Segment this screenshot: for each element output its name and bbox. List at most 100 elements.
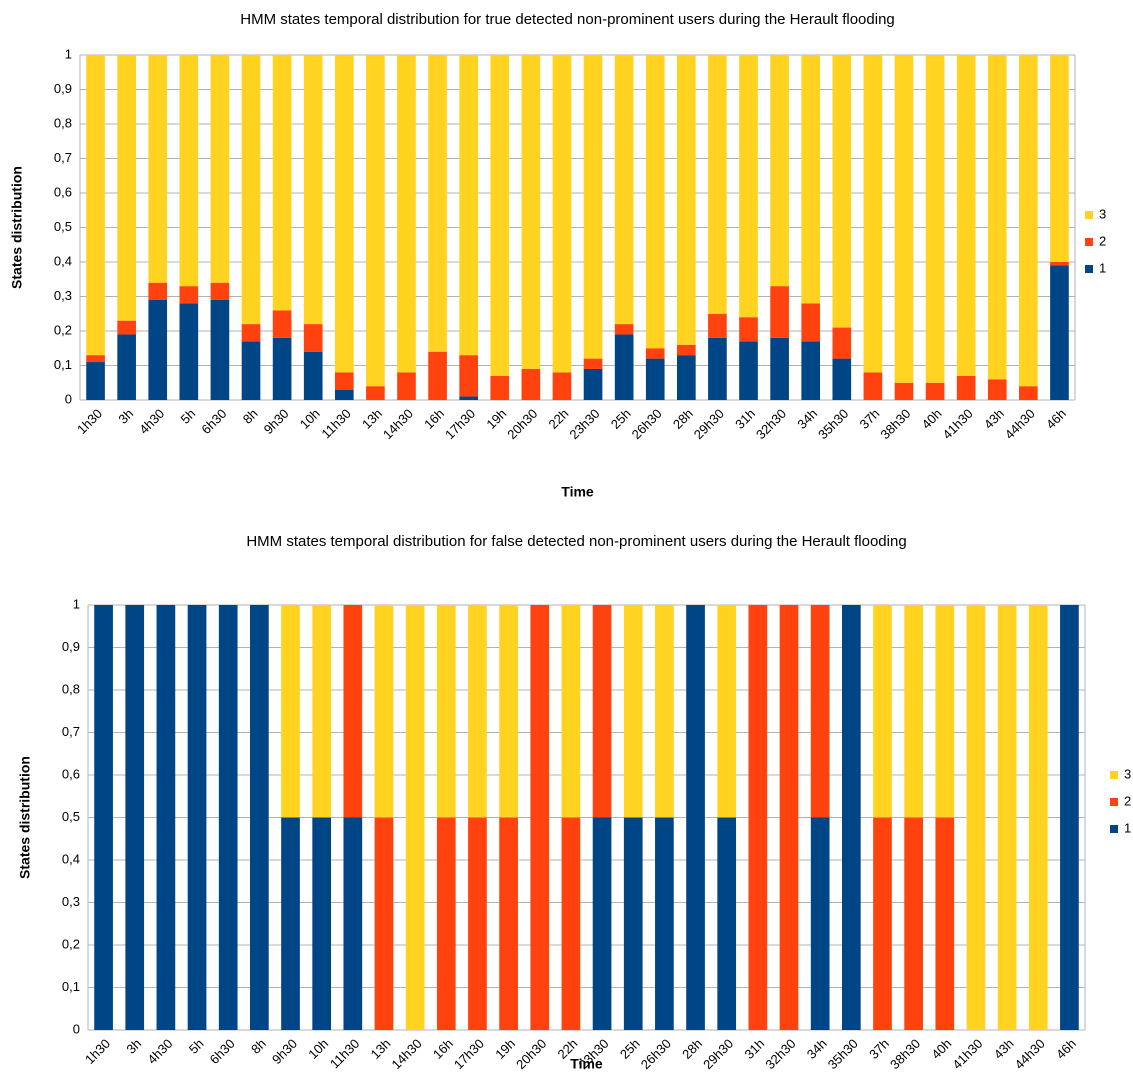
bar-segment <box>770 55 789 287</box>
bar-segment <box>397 372 416 400</box>
y-tick-label: 0,4 <box>54 253 72 268</box>
legend-swatch <box>1085 238 1093 246</box>
x-tick-label: 5h <box>178 406 199 427</box>
bar-segment <box>490 55 510 376</box>
bar-segment <box>94 605 113 1030</box>
x-tick-label: 40h <box>928 1036 954 1062</box>
y-tick-label: 0,5 <box>54 219 72 234</box>
bar-segment <box>770 337 789 400</box>
bar-segment <box>312 605 332 818</box>
bar-segment <box>987 379 1007 400</box>
y-tick-label: 0 <box>73 1021 80 1036</box>
bar-segment <box>677 344 696 356</box>
x-tick-label: 25h <box>608 406 634 432</box>
y-tick-label: 0,3 <box>62 894 80 909</box>
bar-segment <box>148 299 168 400</box>
legend-swatch <box>1085 265 1093 273</box>
bar-segment <box>987 55 1007 380</box>
x-tick-label: 13h <box>368 1036 394 1062</box>
bar-segment <box>614 324 634 335</box>
bar-segment <box>117 55 136 321</box>
bar-segment <box>374 817 394 1030</box>
y-tick-label: 0,7 <box>62 724 80 739</box>
x-tick-label: 11h30 <box>327 1036 362 1071</box>
bar-segment <box>499 605 518 818</box>
bar-segment <box>623 605 643 818</box>
bar-segment <box>894 382 914 400</box>
x-tick-label: 44h30 <box>1012 1036 1048 1072</box>
bar-segment <box>677 355 696 400</box>
chart: HMM states temporal distribution for fal… <box>17 533 1132 1072</box>
x-tick-label: 16h <box>421 406 447 432</box>
bar-segment <box>717 605 737 818</box>
bar-segment <box>117 334 136 400</box>
bar-segment <box>708 337 727 400</box>
x-tick-label: 29h30 <box>691 406 727 442</box>
bar-segment <box>303 55 323 325</box>
bar-segment <box>468 817 487 1030</box>
bar-segment <box>561 605 581 818</box>
bar-segment <box>210 299 230 400</box>
bar-segment <box>770 286 789 338</box>
x-tick-label: 28h <box>679 1036 705 1062</box>
bar-segment <box>583 368 603 400</box>
y-tick-label: 1 <box>73 596 80 611</box>
x-tick-label: 46h <box>1053 1036 1079 1062</box>
bar-segment <box>708 55 727 314</box>
bar-segment <box>1060 605 1079 1030</box>
x-tick-label: 20h30 <box>513 1036 549 1072</box>
x-tick-label: 13h <box>359 406 385 432</box>
bar-segment <box>552 372 572 400</box>
bar-segment <box>374 605 394 818</box>
x-axis-title: Time <box>561 484 594 500</box>
bar-segment <box>156 605 176 1030</box>
bar-segment <box>717 817 737 1030</box>
x-tick-label: 35h30 <box>825 1036 861 1072</box>
bar-segment <box>810 817 830 1030</box>
legend-label: 2 <box>1099 233 1106 248</box>
legend-swatch <box>1085 211 1093 219</box>
x-tick-label: 29h30 <box>700 1036 736 1072</box>
x-tick-label: 6h30 <box>207 1036 238 1067</box>
bar-segment <box>655 817 674 1030</box>
bar-segment <box>1019 55 1038 387</box>
bar-segment <box>583 358 603 369</box>
bar-segment <box>863 55 883 373</box>
x-tick-label: 14h30 <box>380 406 416 442</box>
chart-title: HMM states temporal distribution for tru… <box>240 11 895 28</box>
x-tick-label: 3h <box>115 406 136 427</box>
x-tick-label: 3h <box>123 1036 144 1057</box>
bar-segment <box>1019 386 1038 400</box>
bar-segment <box>272 310 292 338</box>
bar-segment <box>592 605 612 818</box>
x-tick-label: 10h <box>305 1036 331 1062</box>
x-axis-title: Time <box>570 1056 603 1072</box>
bar-segment <box>925 382 945 400</box>
bar-segment <box>801 341 821 400</box>
x-tick-label: 14h30 <box>389 1036 425 1072</box>
x-tick-label: 31h <box>741 1036 767 1062</box>
y-axis-title: States distribution <box>17 756 33 879</box>
bar-segment <box>801 55 821 304</box>
bar-segment <box>708 313 727 338</box>
bar-segment <box>436 817 456 1030</box>
bar-segment <box>832 55 852 328</box>
bar-segment <box>490 375 510 400</box>
bar-segment <box>956 55 976 376</box>
bar-segment <box>645 55 665 349</box>
y-tick-label: 0,9 <box>54 81 72 96</box>
bar-segment <box>334 372 354 390</box>
y-tick-label: 0,2 <box>62 936 80 951</box>
bar-segment <box>179 303 199 400</box>
bar-segment <box>623 817 643 1030</box>
bar-segment <box>935 817 955 1030</box>
bar-segment <box>241 55 261 325</box>
x-tick-label: 28h <box>670 406 696 432</box>
bar-segment <box>218 605 238 1030</box>
bar-segment <box>904 817 923 1030</box>
chart-title: HMM states temporal distribution for fal… <box>246 533 906 550</box>
bar-segment <box>366 55 385 387</box>
y-tick-label: 0,9 <box>62 639 80 654</box>
bar-segment <box>810 605 830 818</box>
x-tick-label: 19h <box>483 406 509 432</box>
